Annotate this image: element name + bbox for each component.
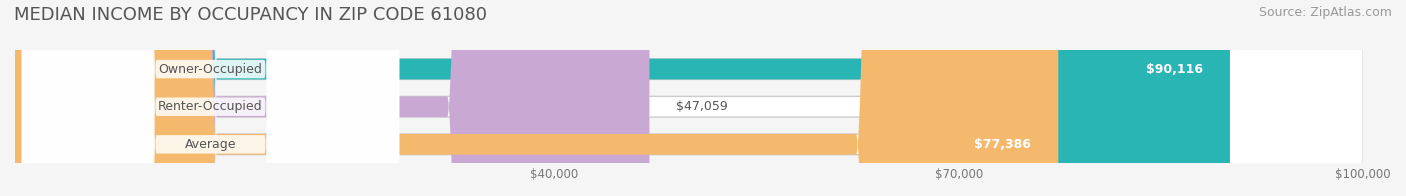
FancyBboxPatch shape bbox=[21, 0, 399, 196]
Text: MEDIAN INCOME BY OCCUPANCY IN ZIP CODE 61080: MEDIAN INCOME BY OCCUPANCY IN ZIP CODE 6… bbox=[14, 6, 486, 24]
FancyBboxPatch shape bbox=[21, 0, 399, 196]
Text: Owner-Occupied: Owner-Occupied bbox=[159, 63, 263, 76]
Text: $47,059: $47,059 bbox=[676, 100, 728, 113]
FancyBboxPatch shape bbox=[15, 0, 1364, 196]
Text: Renter-Occupied: Renter-Occupied bbox=[157, 100, 263, 113]
FancyBboxPatch shape bbox=[15, 0, 1059, 196]
Text: $77,386: $77,386 bbox=[974, 138, 1032, 151]
FancyBboxPatch shape bbox=[15, 0, 650, 196]
Text: $90,116: $90,116 bbox=[1146, 63, 1204, 76]
FancyBboxPatch shape bbox=[15, 0, 1230, 196]
FancyBboxPatch shape bbox=[21, 0, 399, 196]
FancyBboxPatch shape bbox=[15, 0, 1364, 196]
FancyBboxPatch shape bbox=[15, 0, 1364, 196]
Text: Source: ZipAtlas.com: Source: ZipAtlas.com bbox=[1258, 6, 1392, 19]
Text: Average: Average bbox=[184, 138, 236, 151]
